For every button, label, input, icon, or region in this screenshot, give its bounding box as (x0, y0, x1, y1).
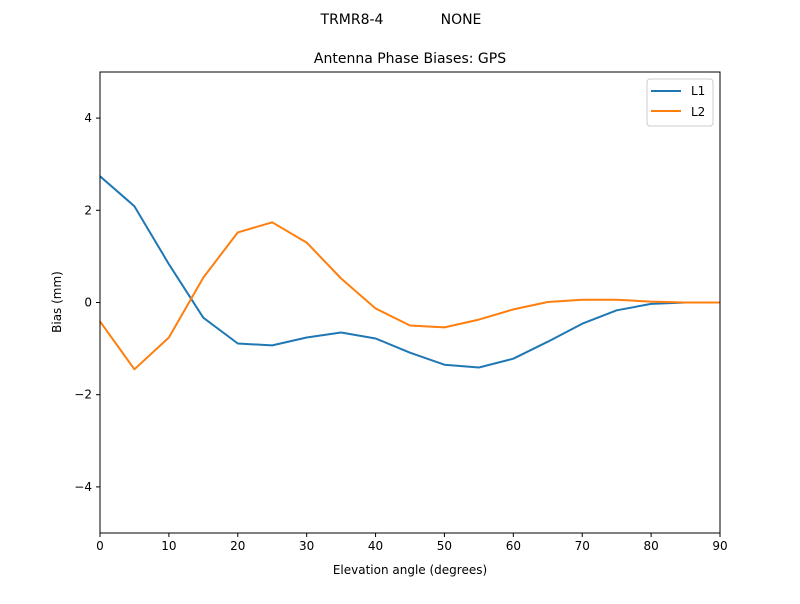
y-axis-label: Bias (mm) (50, 271, 64, 333)
x-tick-label: 30 (299, 539, 314, 553)
y-tick-label: 2 (84, 203, 92, 217)
x-tick-label: 40 (368, 539, 383, 553)
x-tick-label: 0 (96, 539, 104, 553)
x-tick-label: 20 (230, 539, 245, 553)
y-tick-label: 0 (84, 296, 92, 310)
x-axis-label: Elevation angle (degrees) (333, 563, 487, 577)
x-tick-label: 10 (161, 539, 176, 553)
plot-lines (99, 175, 720, 371)
x-tick-label: 80 (643, 539, 658, 553)
y-axis-ticks: −4 −2 0 2 4 (74, 111, 100, 494)
suptitle-receiver: TRMR8-4 (320, 12, 384, 28)
legend-l2-label: L2 (691, 105, 705, 119)
series-l1-line (99, 175, 720, 369)
y-tick-label: −4 (74, 480, 92, 494)
x-axis-ticks: 0 10 20 30 40 50 60 70 80 90 (96, 533, 728, 553)
series-l2-line (99, 221, 720, 371)
legend: L1 L2 (646, 78, 714, 127)
legend-l1-label: L1 (691, 84, 705, 98)
x-tick-label: 70 (575, 539, 590, 553)
x-tick-label: 90 (712, 539, 727, 553)
y-tick-label: 4 (84, 111, 92, 125)
y-tick-label: −2 (74, 388, 92, 402)
x-tick-label: 60 (506, 539, 521, 553)
x-tick-label: 50 (437, 539, 452, 553)
chart-title: Antenna Phase Biases: GPS (314, 51, 506, 67)
suptitle-radome: NONE (441, 12, 482, 28)
